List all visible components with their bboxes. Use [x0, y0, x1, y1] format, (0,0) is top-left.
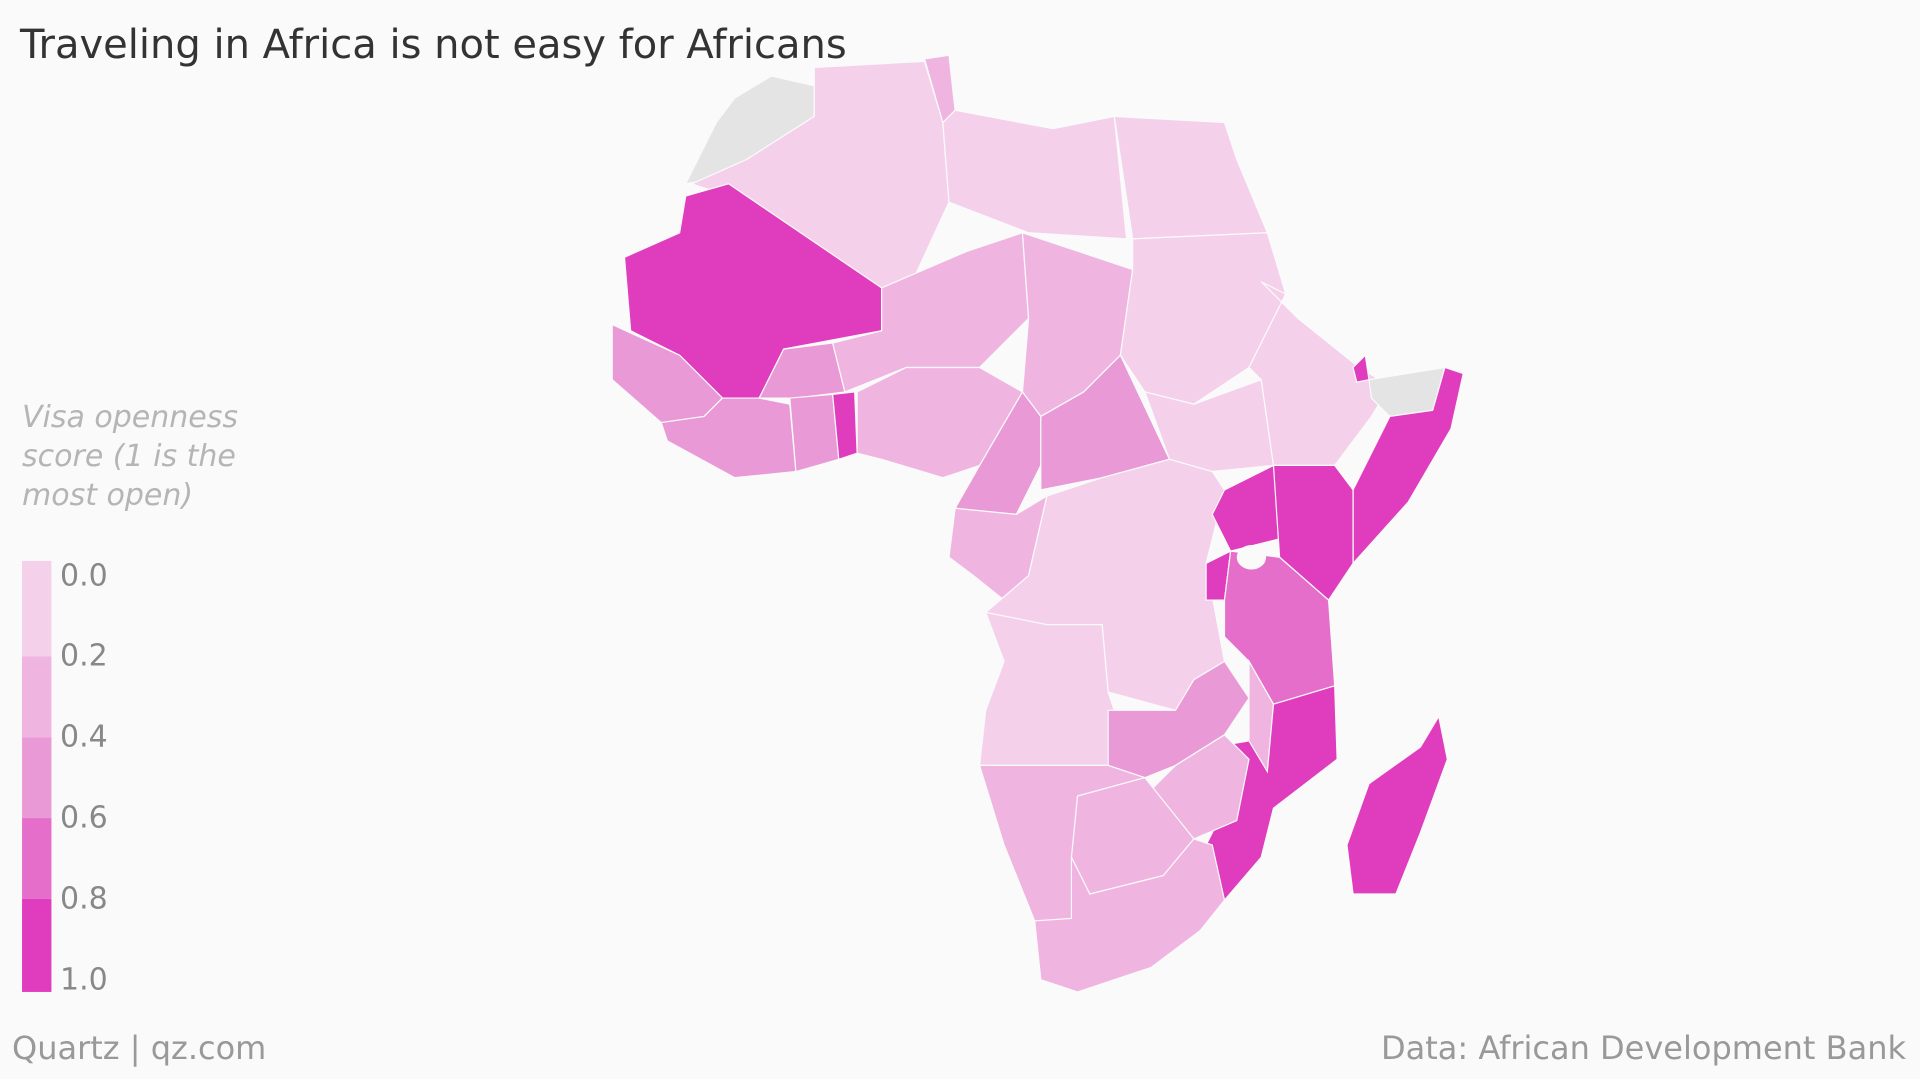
region [1211, 464, 1281, 552]
region [1346, 714, 1448, 895]
region [942, 109, 1128, 240]
lake [1236, 545, 1267, 570]
region [1034, 838, 1226, 993]
legend-tick-label: 0.4 [60, 719, 108, 755]
legend-tick-label: 0.8 [60, 881, 108, 917]
source: Data: African Development Bank [1380, 1029, 1906, 1067]
legend-swatch [22, 898, 52, 992]
region [978, 611, 1115, 767]
legend-swatch [22, 818, 52, 899]
title: Traveling in Africa is not easy for Afri… [20, 22, 847, 68]
legend-tick-label: 0.6 [60, 800, 108, 836]
legend-title: Visa openness score (1 is the most open) [22, 400, 239, 513]
legend-tick-label: 0.2 [60, 638, 108, 674]
legend-swatch [22, 560, 52, 657]
region [1113, 115, 1269, 240]
legend-tick-label: 0.0 [60, 558, 108, 593]
region [1352, 353, 1370, 383]
legend-tick-label: 1.0 [60, 962, 108, 998]
credit: Quartz | qz.com [12, 1029, 267, 1067]
legend-swatch [22, 737, 52, 819]
region [789, 393, 840, 473]
legend-swatch [22, 656, 52, 738]
